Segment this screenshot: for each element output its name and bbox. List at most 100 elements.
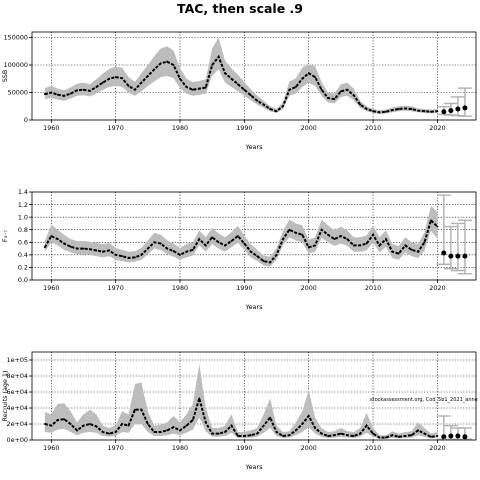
f-point-1968 [101, 250, 104, 253]
ssb-estimate-points [43, 55, 439, 114]
f-point-1999 [301, 233, 304, 236]
ssb-panel: 1960 1970 1980 1990 2000 2010 2020 0 50000 10000… [1, 31, 477, 151]
f-forecast-2022 [443, 225, 458, 270]
recruits-point-2019 [430, 435, 432, 438]
recruits-point-1959 [43, 423, 46, 425]
ssb-point-1983 [198, 87, 201, 90]
ssb-point-1984 [204, 86, 207, 89]
recruits-point-2002 [320, 432, 323, 435]
recruits-point-1977 [159, 431, 162, 433]
recruits-x-tick-label-1960: 1960 [43, 444, 59, 452]
recruits-point-1976 [153, 431, 156, 433]
source-note: stockassessment.org, Cod_5b1_2021_anne [370, 397, 478, 403]
recruits-point-1996 [282, 435, 284, 437]
ssb-point-1977 [159, 62, 162, 65]
recruits-point-2013 [391, 434, 394, 437]
f-point-1960 [50, 235, 53, 237]
ssb-point-2012 [385, 110, 387, 113]
recruits-point-2000 [307, 415, 310, 417]
recruits-point-1981 [185, 424, 188, 427]
ssb-point-2003 [327, 97, 329, 99]
ssb-x-tick-label-1990: 1990 [236, 124, 252, 132]
ssb-point-1971 [121, 77, 123, 80]
recruits-point-1972 [127, 424, 130, 427]
ssb-y-tick-labels: 0 50000 100000 150000 [4, 34, 32, 124]
recruits-forecast-point-2023 [455, 433, 461, 439]
recruits-point-1961 [56, 419, 59, 421]
f-y-tick-label-1: 0.2 [18, 264, 28, 272]
recruits-point-1975 [146, 423, 149, 425]
f-point-1969 [108, 249, 111, 252]
ssb-point-2006 [346, 88, 349, 91]
ssb-point-2010 [372, 110, 374, 113]
f-point-1973 [134, 256, 136, 259]
recruits-y-tick-label-5: 1e+05 [7, 356, 28, 364]
ssb-point-1981 [185, 86, 188, 88]
ssb-point-1985 [211, 64, 214, 66]
recruits-point-1970 [114, 431, 117, 433]
recruits-y-tick-label-1: 2e+04 [7, 420, 28, 428]
recruits-point-1973 [134, 408, 136, 411]
ssb-point-1982 [191, 88, 194, 91]
f-point-1986 [217, 241, 220, 244]
f-point-1961 [56, 238, 59, 241]
f-point-2004 [333, 238, 336, 241]
f-point-1976 [153, 241, 156, 244]
ssb-x-tick-labels: 1960 1970 1980 1990 2000 2010 2020 [43, 120, 446, 132]
recruits-point-1968 [101, 431, 104, 433]
recruits-point-2005 [339, 432, 342, 435]
recruits-point-2009 [365, 424, 368, 427]
ssb-point-2007 [352, 94, 355, 97]
ssb-point-2001 [314, 76, 317, 78]
f-point-2010 [372, 233, 374, 236]
recruits-point-1978 [166, 429, 169, 432]
ssb-x-tick-label-1960: 1960 [43, 124, 59, 132]
f-point-2009 [365, 242, 368, 245]
ssb-confidence-band [44, 37, 438, 114]
f-point-1992 [256, 255, 259, 258]
recruits-forecast-point-2024 [462, 434, 468, 440]
ssb-point-1966 [89, 89, 91, 92]
recruits-point-1971 [121, 423, 123, 425]
f-x-tick-labels: 1960 1970 1980 1990 2000 2010 2020 [43, 280, 446, 292]
f-point-1977 [159, 242, 162, 245]
recruits-confidence-band [44, 364, 438, 439]
ssb-forecast-point-2024 [462, 105, 468, 111]
f-y-axis-label: F₃₋₇ [1, 229, 9, 242]
ssb-point-1962 [63, 94, 66, 97]
recruits-point-2012 [385, 436, 387, 439]
ssb-point-1975 [146, 75, 149, 77]
ssb-point-2019 [430, 110, 432, 113]
f-x-tick-label-2010: 2010 [365, 284, 381, 292]
ssb-point-1998 [294, 86, 297, 88]
recruits-gridlines [32, 352, 476, 441]
f-point-1980 [179, 253, 181, 256]
f-x-tick-label-1970: 1970 [108, 284, 124, 292]
ssb-forecast-2021 [436, 106, 451, 116]
ssb-point-2009 [365, 108, 368, 110]
f-x-tick-label-1990: 1990 [236, 284, 252, 292]
ssb-forecast-2023 [450, 96, 465, 117]
recruits-point-2015 [404, 435, 407, 437]
f-point-2012 [385, 238, 387, 241]
ssb-point-1959 [43, 93, 46, 96]
f-point-1966 [89, 248, 91, 251]
recruits-point-2006 [346, 434, 349, 437]
ssb-point-1987 [224, 72, 226, 75]
ssb-y-tick-label-2: 100000 [4, 61, 28, 69]
f-y-tick-labels: 0.0 0.2 0.4 0.6 0.8 1.0 1.2 1.4 [18, 188, 32, 284]
f-forecast-point-2022 [448, 253, 454, 259]
recruits-point-2007 [352, 435, 355, 437]
recruits-point-1991 [249, 434, 252, 437]
f-point-2002 [320, 228, 323, 231]
recruits-y-axis-label: Recruits (age 1) [1, 371, 9, 422]
ssb-x-axis-label: Years [245, 143, 264, 151]
ssb-point-1995 [275, 110, 278, 113]
recruits-point-1987 [224, 431, 226, 433]
f-confidence-band [44, 205, 438, 267]
ssb-point-1967 [95, 86, 98, 88]
recruits-point-2003 [327, 435, 329, 437]
recruits-x-tick-label-2010: 2010 [365, 444, 381, 452]
ssb-x-tick-label-2020: 2020 [429, 124, 445, 132]
ssb-point-2020 [436, 110, 439, 113]
